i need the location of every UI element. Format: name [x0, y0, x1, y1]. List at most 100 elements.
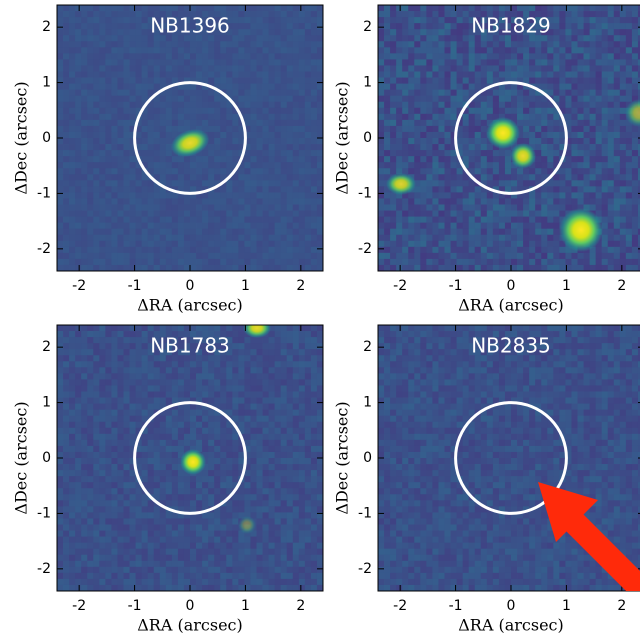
pixel [196, 65, 202, 71]
pixel [420, 23, 426, 29]
pixel [275, 440, 281, 446]
pixel [142, 259, 148, 265]
pixel [226, 367, 232, 373]
pixel [105, 162, 111, 168]
pixel [124, 398, 130, 404]
pixel [578, 126, 584, 132]
pixel [293, 416, 299, 422]
pixel [111, 17, 117, 23]
pixel [154, 186, 160, 192]
pixel [244, 186, 250, 192]
pixel [269, 452, 275, 458]
pixel [523, 168, 529, 174]
pixel [390, 29, 396, 35]
pixel [584, 120, 590, 126]
pixel [99, 156, 105, 162]
pixel [384, 5, 390, 11]
pixel [220, 229, 226, 235]
pixel [390, 65, 396, 71]
pixel [87, 428, 93, 434]
pixel [166, 211, 172, 217]
pixel [584, 47, 590, 53]
pixel [184, 379, 190, 385]
pixel [99, 29, 105, 35]
pixel [396, 205, 402, 211]
pixel [602, 265, 608, 271]
pixel [632, 180, 638, 186]
pixel [511, 72, 517, 78]
pixel [154, 379, 160, 385]
pixel [535, 205, 541, 211]
pixel [93, 464, 99, 470]
pixel [142, 452, 148, 458]
pixel [384, 144, 390, 150]
pixel [220, 186, 226, 192]
pixel [299, 102, 305, 108]
pixel [565, 174, 571, 180]
pixel [244, 174, 250, 180]
pixel [426, 247, 432, 253]
pixel [69, 404, 75, 410]
pixel [99, 325, 105, 331]
pixel [130, 47, 136, 53]
pixel [148, 198, 154, 204]
pixel [196, 253, 202, 259]
pixel [244, 361, 250, 367]
pixel [565, 78, 571, 84]
pixel [547, 41, 553, 47]
pixel [57, 59, 63, 65]
pixel [69, 186, 75, 192]
pixel [287, 156, 293, 162]
pixel [293, 126, 299, 132]
pixel [281, 41, 287, 47]
pixel [111, 11, 117, 17]
pixel [420, 53, 426, 59]
pixel [184, 102, 190, 108]
pixel [87, 379, 93, 385]
pixel [124, 379, 130, 385]
pixel [426, 96, 432, 102]
pixel [299, 186, 305, 192]
pixel [547, 59, 553, 65]
pixel [111, 41, 117, 47]
pixel [226, 120, 232, 126]
pixel [445, 41, 451, 47]
pixel [220, 78, 226, 84]
pixel [160, 392, 166, 398]
pixel [226, 379, 232, 385]
pixel [124, 331, 130, 337]
pixel [396, 247, 402, 253]
pixel [275, 446, 281, 452]
pixel [238, 84, 244, 90]
pixel [584, 144, 590, 150]
pixel [457, 235, 463, 241]
pixel [136, 132, 142, 138]
pixel [81, 168, 87, 174]
pixel [281, 5, 287, 11]
pixel [220, 198, 226, 204]
pixel [257, 198, 263, 204]
pixel [87, 229, 93, 235]
pixel [578, 168, 584, 174]
pixel [541, 162, 547, 168]
pixel [160, 325, 166, 331]
pixel [220, 65, 226, 71]
pixel [293, 65, 299, 71]
pixel [178, 235, 184, 241]
pixel [196, 434, 202, 440]
pixel [148, 325, 154, 331]
pixel [481, 235, 487, 241]
pixel [160, 168, 166, 174]
pixel [408, 192, 414, 198]
pixel [81, 404, 87, 410]
pixel [81, 108, 87, 114]
pixel [57, 440, 63, 446]
pixel [432, 198, 438, 204]
pixel [590, 168, 596, 174]
pixel [293, 259, 299, 265]
pixel [87, 17, 93, 23]
pixel [523, 120, 529, 126]
pixel [493, 72, 499, 78]
pixel [124, 41, 130, 47]
pixel [499, 108, 505, 114]
